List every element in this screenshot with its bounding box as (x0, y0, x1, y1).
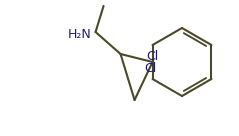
Text: H₂N: H₂N (68, 27, 92, 41)
Text: Cl: Cl (144, 62, 157, 75)
Text: Cl: Cl (147, 50, 159, 63)
